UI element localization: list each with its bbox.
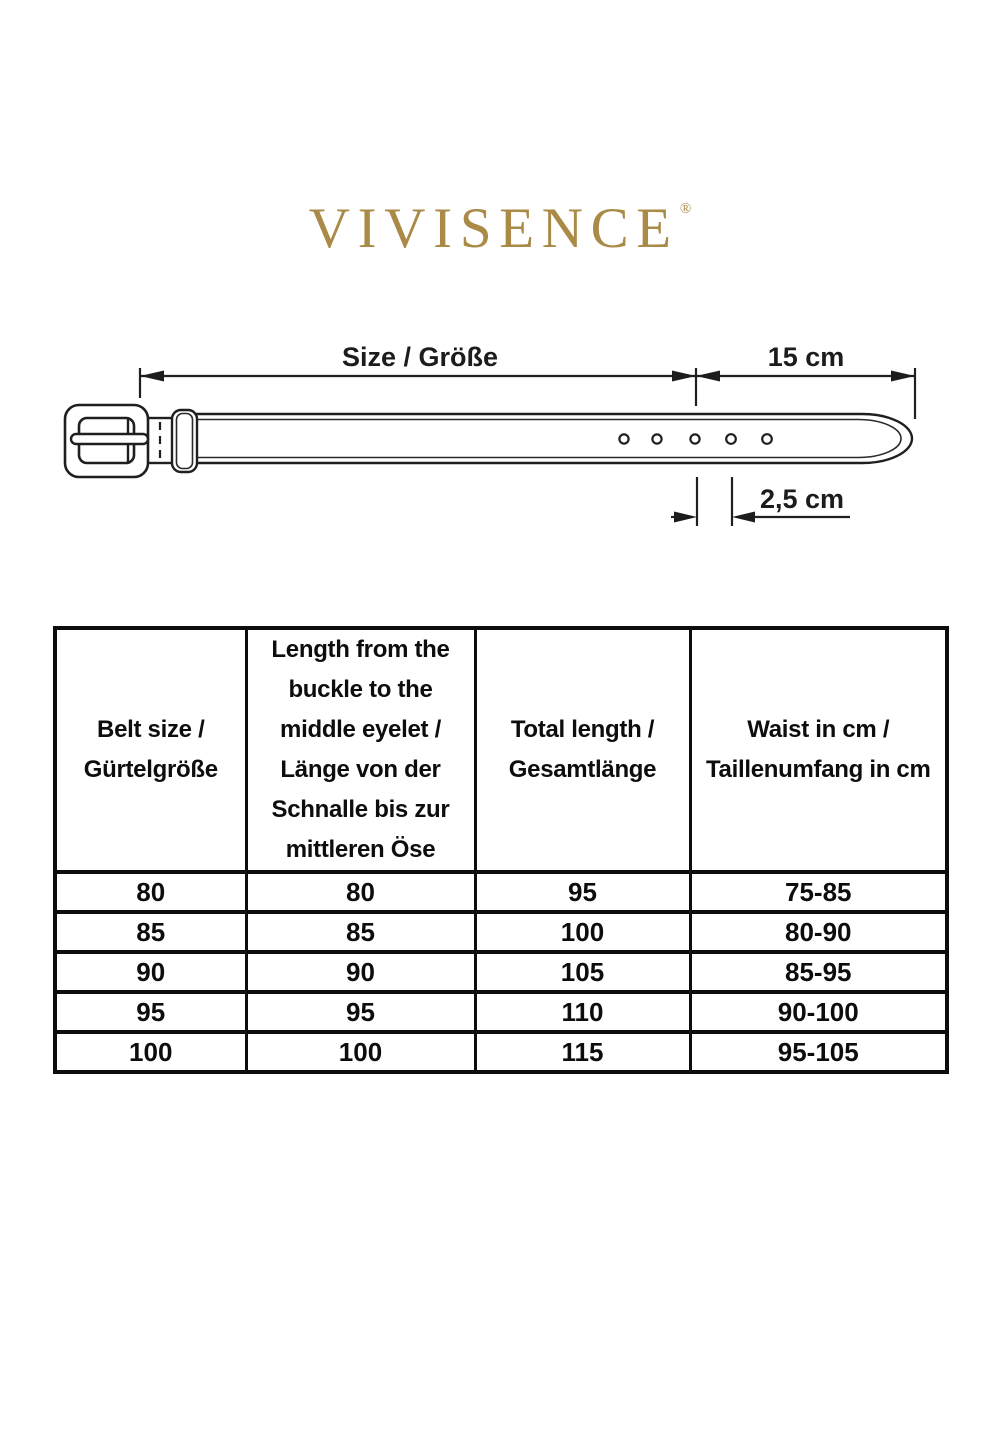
brand-logo: VIVISENCE® <box>0 200 1000 257</box>
table-header-row: Belt size / Gürtelgröße Length from the … <box>53 626 949 874</box>
table-cell: 80 <box>244 870 477 914</box>
table-cell: 90 <box>244 950 477 994</box>
buckle-prong <box>69 432 150 446</box>
table-cell: 105 <box>473 950 692 994</box>
header-waist: Waist in cm / Taillenumfang in cm <box>688 626 949 874</box>
header-line: Gürtelgröße <box>83 756 218 783</box>
table-cell: 95 <box>473 870 692 914</box>
belt-buckle-icon <box>63 403 150 479</box>
header-line: Taillenumfang in cm <box>705 756 931 783</box>
header-line: Length from the <box>271 636 450 663</box>
tip-length-label: 15 cm <box>768 342 845 372</box>
table-cell: 85 <box>53 910 248 954</box>
eyelet <box>651 433 663 445</box>
header-line: middle eyelet / <box>280 716 441 743</box>
eyelet-spacing-dimension: 2,5 cm <box>671 477 850 526</box>
table-cell: 115 <box>473 1030 692 1074</box>
eyelet <box>618 433 630 445</box>
table-cell: 95 <box>244 990 477 1034</box>
belt-diagram: Size / Größe 15 cm <box>63 342 917 526</box>
table-cell: 90 <box>53 950 248 994</box>
table-cell: 100 <box>473 910 692 954</box>
eyelet-spacing-label: 2,5 cm <box>760 484 844 514</box>
table-row: 85 85 100 80-90 <box>53 910 949 954</box>
table-cell: 95 <box>53 990 248 1034</box>
header-line: mittleren Öse <box>285 836 436 863</box>
header-line: Gesamtlänge <box>508 756 657 783</box>
header-belt-size: Belt size / Gürtelgröße <box>53 626 248 874</box>
table-cell: 100 <box>53 1030 248 1074</box>
header-buckle-to-eyelet-length: Length from the buckle to the middle eye… <box>244 626 477 874</box>
header-line: Länge von der <box>280 756 441 783</box>
table-cell: 85 <box>244 910 477 954</box>
table-row: 80 80 95 75-85 <box>53 870 949 914</box>
table-cell: 80 <box>53 870 248 914</box>
header-line: Belt size / <box>97 716 205 743</box>
table-row: 95 95 110 90-100 <box>53 990 949 1034</box>
header-line: Waist in cm / <box>747 716 890 743</box>
header-total-length: Total length / Gesamtlänge <box>473 626 692 874</box>
header-line: Total length / <box>510 716 655 743</box>
table-row: 90 90 105 85-95 <box>53 950 949 994</box>
table-cell: 95-105 <box>688 1030 949 1074</box>
table-cell: 110 <box>473 990 692 1034</box>
header-line: buckle to the <box>288 676 433 703</box>
table-cell: 80-90 <box>688 910 949 954</box>
size-table-container: Belt size / Gürtelgröße Length from the … <box>53 626 949 1074</box>
size-dimension-label: Size / Größe <box>342 342 498 372</box>
brand-logo-text: VIVISENCE <box>308 197 679 260</box>
table-cell: 75-85 <box>688 870 949 914</box>
eyelet-middle <box>689 433 701 445</box>
table-cell: 85-95 <box>688 950 949 994</box>
eyelet <box>725 433 737 445</box>
belt-strap <box>193 412 914 465</box>
table-row: 100 100 115 95-105 <box>53 1030 949 1074</box>
size-dimension-lines: Size / Größe 15 cm <box>138 342 917 419</box>
belt-eyelets <box>618 433 773 445</box>
table-cell: 100 <box>244 1030 477 1074</box>
eyelet <box>761 433 773 445</box>
registered-trademark-icon: ® <box>679 201 692 217</box>
table-cell: 90-100 <box>688 990 949 1034</box>
belt-loop <box>170 408 199 474</box>
header-line: Schnalle bis zur <box>271 796 450 823</box>
size-table: Belt size / Gürtelgröße Length from the … <box>53 626 949 1074</box>
